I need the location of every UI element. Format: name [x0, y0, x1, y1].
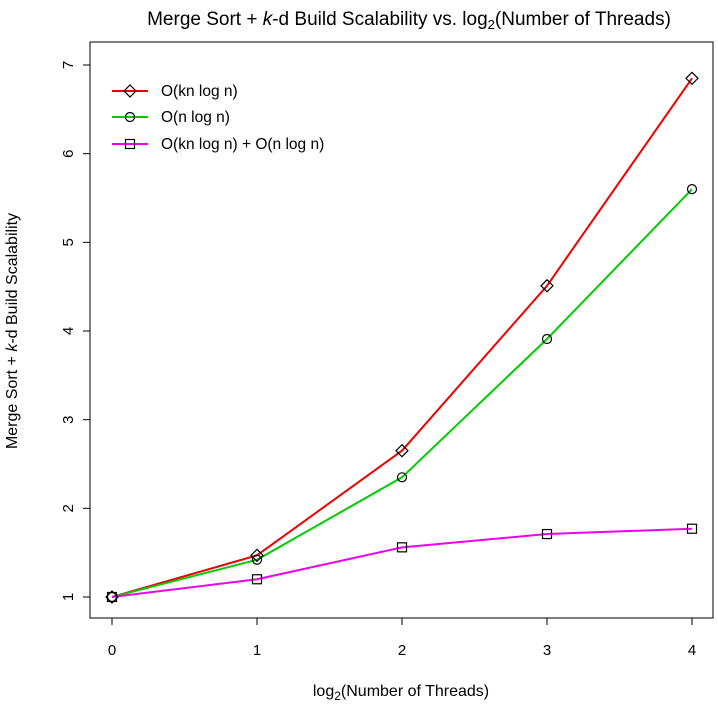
series-line-2 — [111, 527, 693, 598]
series-0-point-4 — [685, 71, 699, 86]
y-tick-label-7: 7 — [60, 61, 77, 69]
y-tick-label-2: 2 — [60, 504, 77, 512]
x-tick-label-2: 2 — [398, 642, 406, 659]
x-axis: 0 1 2 3 4 — [108, 617, 696, 659]
y-tick-label-5: 5 — [60, 238, 77, 246]
series-1-point-4 — [686, 184, 698, 195]
legend: O(kn log n) O(n log n) O(kn log n) + O(n… — [112, 83, 324, 153]
y-tick-label-3: 3 — [60, 415, 77, 423]
y-tick-label-4: 4 — [60, 327, 77, 335]
series-2-point-1 — [251, 574, 263, 585]
series-1-point-3 — [541, 333, 553, 345]
series-1-point-1 — [251, 554, 263, 565]
legend-marker-circle — [124, 111, 136, 123]
x-tick-label-0: 0 — [108, 642, 116, 659]
legend-label-combined: O(kn log n) + O(n log n) — [161, 136, 324, 153]
legend-marker-diamond — [123, 84, 137, 98]
legend-entry-n-log-n: O(n log n) — [112, 109, 230, 126]
x-tick-label-3: 3 — [543, 642, 551, 659]
series-2-point-4 — [686, 523, 698, 534]
series-0-point-3 — [540, 278, 554, 293]
series-2-point-2 — [396, 542, 408, 553]
x-axis-title: log2(Number of Threads) — [313, 683, 489, 703]
y-tick-label-1: 1 — [60, 593, 77, 601]
chart-title: Merge Sort + k-d Build Scalability vs. l… — [147, 9, 671, 32]
legend-label-n-log-n: O(n log n) — [161, 109, 230, 126]
legend-entry-combined: O(kn log n) + O(n log n) — [112, 136, 324, 153]
x-tick-label-4: 4 — [688, 642, 696, 659]
series-layer — [105, 71, 699, 604]
legend-entry-kn-log-n: O(kn log n) — [112, 83, 238, 100]
series-0-point-1 — [250, 548, 264, 563]
y-axis: 1 2 3 4 5 6 7 — [60, 61, 91, 601]
series-2-point-0 — [106, 591, 118, 603]
legend-label-kn-log-n: O(kn log n) — [161, 83, 238, 100]
series-0-point-2 — [395, 443, 409, 458]
legend-marker-square — [124, 138, 136, 150]
series-1-point-2 — [396, 472, 408, 483]
series-line-1 — [111, 188, 693, 598]
y-tick-label-6: 6 — [60, 149, 77, 157]
series-line-0 — [111, 77, 693, 598]
series-2-point-3 — [541, 528, 553, 540]
y-axis-title: Merge Sort + k-d Build Scalability — [4, 213, 21, 449]
x-tick-label-1: 1 — [253, 642, 261, 659]
